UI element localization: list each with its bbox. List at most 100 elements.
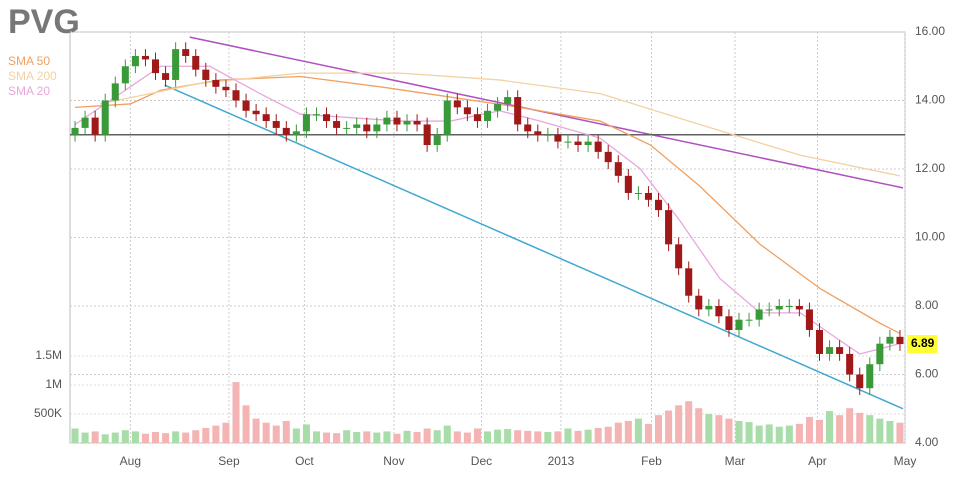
candle-body (836, 347, 844, 354)
candle-body (856, 374, 864, 389)
volume-bar (373, 432, 381, 443)
candle-body (101, 100, 109, 135)
candle-body (71, 127, 79, 135)
volume-bar (403, 430, 411, 443)
candle-body (232, 90, 240, 101)
volume-bar (192, 430, 200, 443)
candle-body (886, 336, 894, 344)
volume-bar (685, 401, 693, 443)
volume-bar (272, 425, 280, 443)
volume-bar (433, 430, 441, 443)
volume-bar (735, 420, 743, 443)
candle-body (121, 66, 129, 84)
candle-body (735, 319, 743, 330)
volume-bar (423, 428, 431, 443)
candle-body (292, 131, 300, 135)
volume-bar (564, 428, 572, 443)
candle-body (473, 114, 481, 122)
volume-bar (393, 433, 401, 443)
candle-body (333, 121, 341, 128)
volume-bar (172, 431, 180, 443)
volume-bar (101, 434, 109, 443)
candle-body (705, 306, 713, 310)
candle-body (312, 114, 320, 116)
x-tick-label: Apr (808, 454, 827, 468)
candle-body (514, 97, 522, 125)
candle-body (423, 124, 431, 146)
candle-body (443, 100, 451, 135)
volume-bar (473, 428, 481, 443)
volume-bar (252, 418, 260, 443)
candle-body (81, 117, 89, 128)
volume-bar (695, 408, 703, 443)
chart-title: PVG (8, 3, 80, 41)
candle-body (282, 127, 290, 135)
trendline (164, 84, 904, 410)
volume-bar (463, 432, 471, 443)
volume-bar (836, 415, 844, 443)
volume-bar (202, 427, 210, 443)
y-tick-label: 14.00 (915, 93, 945, 107)
candle-body (725, 316, 733, 330)
volume-bar (323, 432, 331, 443)
volume-bar (866, 415, 874, 443)
candle-body (695, 295, 703, 310)
volume-bar (514, 430, 522, 443)
last-price-box (907, 335, 937, 354)
volume-bar (725, 418, 733, 443)
volume-bar (846, 408, 854, 443)
volume-bar (343, 430, 351, 443)
candle-body (323, 114, 331, 122)
candle-body (594, 141, 602, 152)
x-tick-label: Mar (725, 454, 746, 468)
candle-body (614, 162, 622, 176)
y-tick-label: 12.00 (915, 161, 945, 175)
volume-bar (896, 422, 904, 443)
volume-bar (282, 420, 290, 443)
candle-body (262, 114, 270, 122)
candle-body (866, 364, 874, 389)
volume-bar (876, 418, 884, 443)
candle-body (584, 141, 592, 146)
candle-body (504, 97, 512, 104)
volume-bar (655, 415, 663, 443)
candle-body (252, 110, 260, 115)
candle-body (846, 353, 854, 375)
candle-body (785, 306, 793, 307)
y-tick-label: 8.00 (915, 298, 939, 312)
volume-bar (111, 432, 119, 443)
volume-bar (675, 405, 683, 443)
volume-bar (624, 420, 632, 443)
volume-bar (71, 428, 79, 443)
candle-body (162, 73, 170, 80)
volume-bar (363, 431, 371, 443)
volume-bar (353, 431, 361, 443)
y2-tick-label: 1.5M (35, 348, 62, 362)
volume-bar (413, 431, 421, 443)
volume-bar (826, 411, 834, 443)
volume-bar (212, 425, 220, 443)
sma-line (74, 65, 901, 355)
volume-bar (544, 431, 552, 443)
candle-body (222, 86, 230, 91)
candle-body (715, 306, 723, 317)
volume-bar (141, 433, 149, 443)
candle-body (745, 319, 753, 321)
volume-bar (745, 422, 753, 443)
candle-body (383, 117, 391, 125)
candle-body (554, 134, 562, 142)
volume-bar (755, 425, 763, 443)
candle-body (272, 121, 280, 128)
candle-body (111, 83, 119, 101)
candle-body (91, 117, 99, 135)
candle-body (463, 107, 471, 115)
candle-body (343, 127, 351, 129)
candle-body (634, 192, 642, 194)
volume-bar (262, 422, 270, 443)
candle-body (876, 343, 884, 365)
volume-bar (815, 419, 824, 443)
volume-bar (715, 415, 723, 443)
last-price-label: 6.89 (911, 336, 935, 350)
legend-entry: SMA 50 (8, 54, 50, 68)
candle-body (393, 117, 401, 125)
